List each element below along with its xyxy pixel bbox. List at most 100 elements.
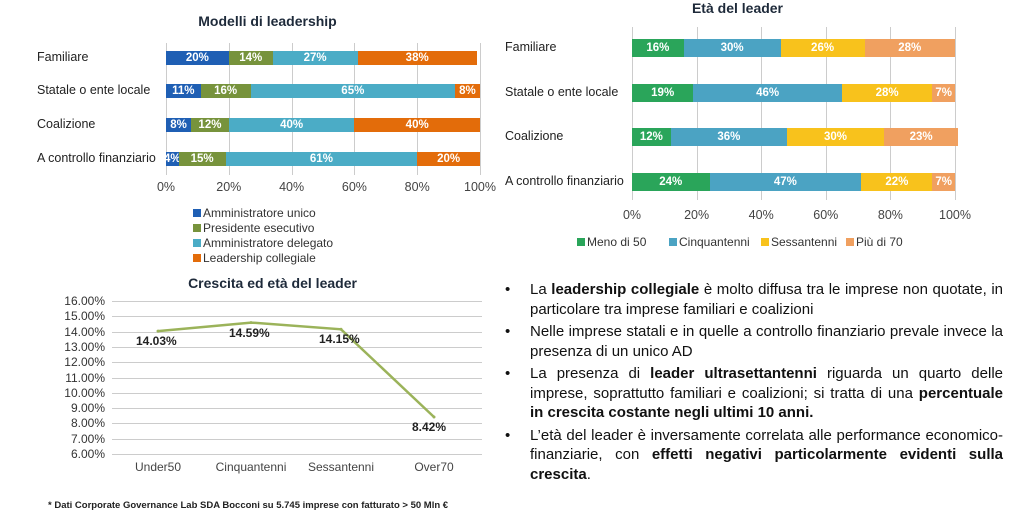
bar-segment: 23% xyxy=(883,128,959,146)
legend-label: Sessantenni xyxy=(771,235,838,249)
gridline xyxy=(112,346,482,348)
bar-segment: 27% xyxy=(272,51,358,65)
bar-segment: 7% xyxy=(932,173,955,191)
gridline xyxy=(112,408,482,410)
gridline xyxy=(480,43,481,175)
x-tick-label: 20% xyxy=(684,208,710,222)
bullet-text: Nelle imprese statali e in quelle a cont… xyxy=(530,322,1003,361)
gridline xyxy=(955,27,956,200)
bullet-text: La presenza di leader ultrasettantenni r… xyxy=(530,364,1003,423)
gridline xyxy=(112,331,482,333)
legend-label: Amministratore delegato xyxy=(203,236,334,250)
gridline xyxy=(825,27,827,200)
bullet-item: • L’età del leader è inversamente correla… xyxy=(505,426,1003,485)
legend-item: Presidente esecutivo xyxy=(193,221,314,235)
bar-segment: 22% xyxy=(861,173,933,191)
text-run: percentuale in crescita costante negli u… xyxy=(530,384,1003,422)
chart-title: Crescita ed età del leader xyxy=(188,275,357,291)
gridline xyxy=(417,43,419,175)
bar-segment: 19% xyxy=(632,84,694,102)
legend-item: Meno di 50 xyxy=(577,235,646,249)
bar-segment: 20% xyxy=(417,152,480,166)
legend-item: Più di 70 xyxy=(846,235,903,249)
gridline xyxy=(632,27,633,200)
text-run: L’età del leader è inversamente correlat… xyxy=(530,426,1003,464)
gridline xyxy=(761,27,763,200)
gridline xyxy=(166,43,167,175)
bar-segment: 65% xyxy=(250,84,455,98)
bar-segment: 38% xyxy=(357,51,477,65)
category-label: A controllo finanziario xyxy=(505,174,624,188)
bar-segment: 14% xyxy=(228,51,273,65)
gridline xyxy=(112,423,482,425)
x-tick-label: 20% xyxy=(216,180,242,194)
gridline xyxy=(696,27,698,200)
x-tick-label: 100% xyxy=(464,180,496,194)
text-run: leadership collegiale xyxy=(551,281,700,298)
category-label: A controllo finanziario xyxy=(37,151,156,165)
y-tick-label: 13.00% xyxy=(64,339,105,354)
y-tick-label: 6.00% xyxy=(70,447,105,461)
data-label: 14.03% xyxy=(136,334,177,349)
text-run: effetti negativi particolarmente evident… xyxy=(530,446,1003,483)
gridline xyxy=(112,377,482,379)
bar-segment: 11% xyxy=(166,84,201,98)
gridline xyxy=(291,43,293,175)
text-run: riguarda un quarto delle imprese, soprat… xyxy=(530,365,1003,402)
bar-segment: 30% xyxy=(787,128,884,146)
legend-label: Meno di 50 xyxy=(587,235,647,249)
legend-swatch xyxy=(761,238,769,246)
bar-segment: 24% xyxy=(632,173,710,191)
bar-segment: 46% xyxy=(693,84,842,102)
data-point xyxy=(432,415,436,419)
bar-segment: 40% xyxy=(228,118,355,132)
legend-item: Sessantenni xyxy=(761,235,837,249)
x-tick-label: 100% xyxy=(939,208,971,222)
legend-label: Più di 70 xyxy=(856,235,903,249)
legend-item: Amministratore delegato xyxy=(193,236,333,250)
text-run: leader ultrasettantenni xyxy=(650,365,817,382)
bullet-marker: • xyxy=(505,281,511,298)
legend-item: Amministratore unico xyxy=(193,206,316,220)
y-tick-label: 10.00% xyxy=(64,385,105,400)
legend-label: Leadership collegiale xyxy=(203,251,316,265)
bar-segment: 4% xyxy=(163,152,181,166)
bullet-marker: • xyxy=(505,426,511,444)
legend-swatch xyxy=(846,238,854,246)
y-tick-label: 11.00% xyxy=(65,370,105,385)
text-run: La presenza di xyxy=(530,365,651,382)
gridline xyxy=(890,27,892,200)
legend-swatch xyxy=(193,239,201,247)
bar-segment: 20% xyxy=(166,51,229,65)
legend-item: Cinquantenni xyxy=(669,235,750,249)
gridline xyxy=(112,316,482,318)
y-tick-label: 7.00% xyxy=(70,431,105,446)
x-tick-label: 80% xyxy=(877,208,903,222)
gridline xyxy=(112,301,482,302)
chart-title: Modelli di leadership xyxy=(198,13,337,29)
bar-segment: 61% xyxy=(225,152,418,166)
y-tick-label: 12.00% xyxy=(64,355,105,370)
y-tick-label: 14.00% xyxy=(64,324,105,339)
footnote: * Dati Corporate Governance Lab SDA Bocc… xyxy=(48,500,449,511)
data-point xyxy=(339,327,343,331)
x-tick-label: 40% xyxy=(748,208,774,222)
gridline xyxy=(354,43,356,175)
x-tick-label: 0% xyxy=(622,208,642,222)
legend-label: Cinquantenni xyxy=(679,235,750,249)
bar-segment: 16% xyxy=(632,39,684,57)
data-point xyxy=(156,329,160,333)
bar-segment: 36% xyxy=(670,128,788,146)
legend-swatch xyxy=(193,254,201,262)
gridline xyxy=(112,362,482,364)
text-run: La xyxy=(530,281,552,298)
x-tick-label: Cinquantenni xyxy=(215,460,287,474)
bar-segment: 7% xyxy=(932,84,955,102)
text-run: . xyxy=(586,465,591,483)
bullet-item: • La presenza di leader ultrasettantenni … xyxy=(505,364,1003,423)
bullet-marker: • xyxy=(505,365,511,382)
bar-segment: 8% xyxy=(166,118,192,132)
legend-swatch xyxy=(193,224,201,232)
bar-segment: 16% xyxy=(200,84,251,98)
text-run: Nelle imprese statali e in quelle a cont… xyxy=(530,323,1003,360)
